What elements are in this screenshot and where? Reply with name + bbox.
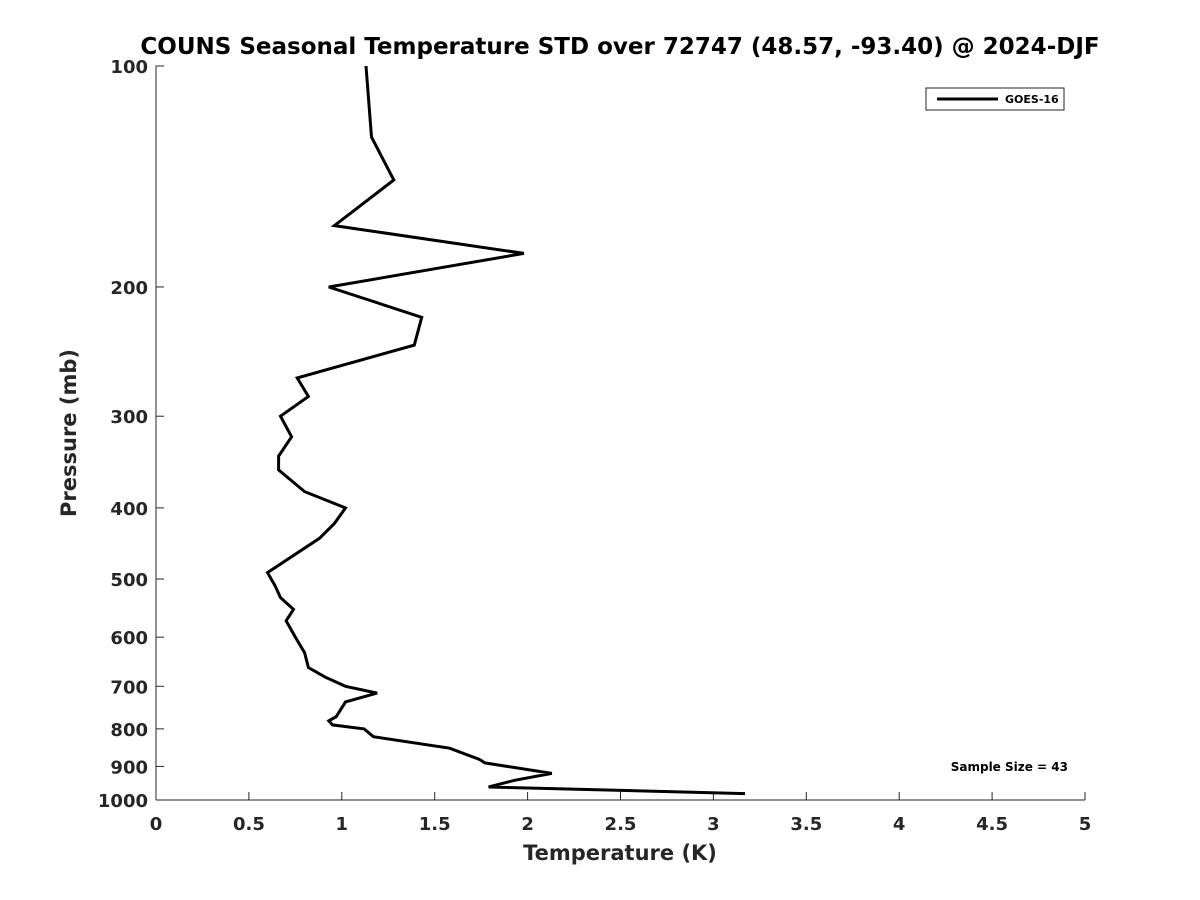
legend-entry-goes-16: GOES-16 (1005, 93, 1059, 106)
y-tick-label: 800 (110, 720, 148, 741)
x-tick-label: 3 (707, 814, 720, 835)
y-tick-label: 100 (110, 57, 148, 78)
y-tick-label: 900 (110, 757, 148, 778)
x-tick-label: 1.5 (419, 814, 451, 835)
x-axis-label: Temperature (K) (523, 841, 717, 865)
x-tick-label: 0 (150, 814, 163, 835)
x-tick-label: 2 (521, 814, 534, 835)
y-tick-label: 500 (110, 570, 148, 591)
y-ticks: 100 200 300 400 500 600 700 800 900 1000 (98, 57, 164, 812)
x-tick-label: 3.5 (790, 814, 822, 835)
sample-size-annotation: Sample Size = 43 (951, 760, 1068, 774)
x-ticks: 0 0.5 1 1.5 2 2.5 3 3.5 4 4.5 5 (150, 792, 1092, 835)
y-tick-label: 1000 (98, 791, 148, 812)
y-axis-label: Pressure (mb) (57, 349, 81, 517)
y-tick-label: 300 (110, 407, 148, 428)
series-layer (265, 65, 746, 796)
legend: GOES-16 (925, 87, 1065, 111)
x-tick-label: 5 (1079, 814, 1092, 835)
x-tick-label: 0.5 (233, 814, 265, 835)
chart-title: COUNS Seasonal Temperature STD over 7274… (140, 34, 1099, 60)
x-tick-label: 2.5 (605, 814, 637, 835)
plot-area: 0 0.5 1 1.5 2 2.5 3 3.5 4 4.5 5 100 200 300 400 500 600… (98, 57, 1091, 835)
x-tick-label: 4.5 (976, 814, 1008, 835)
series-line-goes-16 (265, 65, 746, 796)
x-tick-label: 1 (336, 814, 349, 835)
y-tick-label: 700 (110, 677, 148, 698)
x-tick-label: 4 (893, 814, 906, 835)
y-tick-label: 400 (110, 499, 148, 520)
y-tick-label: 200 (110, 278, 148, 299)
y-tick-label: 600 (110, 628, 148, 649)
